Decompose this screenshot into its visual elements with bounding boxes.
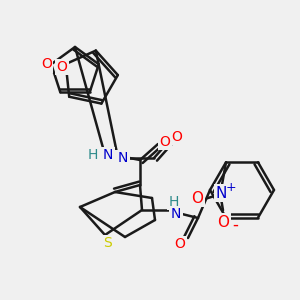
Text: H: H — [88, 148, 98, 162]
Text: N: N — [171, 207, 181, 221]
Text: -: - — [232, 215, 238, 233]
Text: N: N — [103, 148, 113, 162]
Text: O: O — [175, 237, 185, 251]
Text: O: O — [56, 60, 67, 74]
Text: H: H — [169, 195, 179, 209]
Text: O: O — [41, 57, 52, 71]
Text: S: S — [103, 236, 111, 250]
Text: O: O — [217, 215, 229, 230]
Text: O: O — [160, 135, 170, 149]
Text: N: N — [215, 186, 227, 201]
Text: H: H — [104, 151, 114, 165]
Text: N: N — [118, 151, 128, 165]
Text: O: O — [172, 130, 182, 144]
Text: +: + — [226, 181, 236, 194]
Text: O: O — [191, 191, 203, 206]
